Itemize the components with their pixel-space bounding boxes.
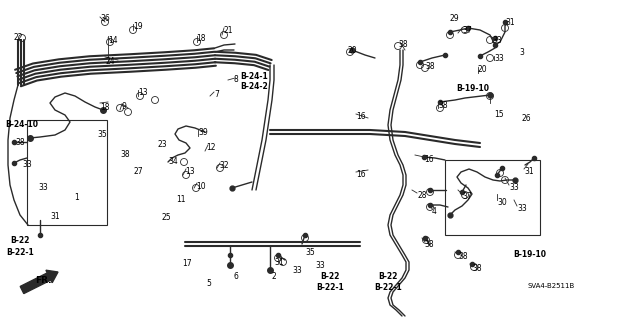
Text: 18: 18 — [196, 34, 205, 43]
Text: 3: 3 — [519, 48, 524, 57]
Text: 10: 10 — [196, 182, 205, 191]
Text: 27: 27 — [133, 167, 143, 176]
Text: 26: 26 — [521, 114, 531, 123]
Text: SVA4-B2511B: SVA4-B2511B — [527, 283, 574, 289]
Text: 7: 7 — [214, 90, 219, 99]
Text: 16: 16 — [356, 170, 365, 179]
Text: 4: 4 — [432, 207, 437, 216]
Bar — [445, 160, 540, 235]
Text: 15: 15 — [494, 110, 504, 119]
Text: B-19-10: B-19-10 — [456, 84, 489, 93]
Text: 22: 22 — [14, 33, 24, 42]
Text: 14: 14 — [108, 36, 118, 45]
Text: 28: 28 — [417, 191, 426, 200]
Bar — [27, 120, 107, 225]
Text: B-19-10: B-19-10 — [513, 250, 546, 259]
Text: 35: 35 — [305, 248, 315, 257]
Text: 29: 29 — [449, 14, 459, 23]
Text: 33: 33 — [494, 54, 504, 63]
Text: 35: 35 — [97, 130, 107, 139]
Text: 16: 16 — [356, 112, 365, 121]
Text: 8: 8 — [233, 75, 237, 84]
Text: B-22-1: B-22-1 — [316, 283, 344, 292]
Text: 33: 33 — [315, 261, 324, 270]
Text: 20: 20 — [348, 46, 358, 55]
Text: 36: 36 — [100, 14, 109, 23]
Text: B-22: B-22 — [10, 236, 29, 245]
Text: 2: 2 — [271, 272, 276, 281]
Text: 9: 9 — [122, 102, 127, 111]
Text: 11: 11 — [176, 195, 186, 204]
Text: 12: 12 — [206, 143, 216, 152]
Text: 31: 31 — [50, 212, 60, 221]
Text: 38: 38 — [472, 264, 482, 273]
Text: 33: 33 — [292, 266, 301, 275]
Text: 33: 33 — [38, 183, 48, 192]
Text: 37: 37 — [462, 26, 472, 35]
Text: 33: 33 — [492, 36, 502, 45]
Text: 19: 19 — [133, 22, 143, 31]
FancyArrow shape — [20, 270, 58, 293]
Text: 38: 38 — [438, 101, 447, 110]
Text: 33: 33 — [517, 204, 527, 213]
Text: 38: 38 — [425, 62, 435, 71]
Text: 32: 32 — [219, 161, 228, 170]
Text: 33: 33 — [509, 183, 519, 192]
Text: 6: 6 — [234, 272, 239, 281]
Text: 20: 20 — [477, 65, 486, 74]
Text: 21: 21 — [224, 26, 234, 35]
Text: B-22-1: B-22-1 — [374, 283, 402, 292]
Text: 5: 5 — [206, 279, 211, 288]
Text: 23: 23 — [157, 140, 166, 149]
Text: 13: 13 — [185, 167, 195, 176]
Text: 37: 37 — [462, 192, 472, 201]
Text: 33: 33 — [22, 160, 32, 169]
Text: 34: 34 — [168, 157, 178, 166]
Text: 1: 1 — [74, 193, 79, 202]
Text: B-24-1: B-24-1 — [240, 72, 268, 81]
Text: 30: 30 — [497, 198, 507, 207]
Text: 16: 16 — [424, 155, 434, 164]
Text: B-22: B-22 — [320, 272, 339, 281]
Text: 13: 13 — [138, 88, 148, 97]
Text: 38: 38 — [120, 150, 130, 159]
Text: 25: 25 — [162, 213, 172, 222]
Text: B-24-10: B-24-10 — [5, 120, 38, 129]
Text: 31: 31 — [274, 258, 284, 267]
Text: 31: 31 — [524, 167, 534, 176]
Text: 38: 38 — [15, 138, 24, 147]
Text: 38: 38 — [398, 40, 408, 49]
Text: 18: 18 — [100, 103, 109, 112]
Text: 24: 24 — [105, 57, 115, 66]
Text: B-22-1: B-22-1 — [6, 248, 34, 257]
Text: B-24-2: B-24-2 — [240, 82, 268, 91]
Text: FR.: FR. — [35, 276, 51, 285]
Text: 39: 39 — [198, 128, 208, 137]
Text: B-22: B-22 — [378, 272, 397, 281]
Text: 31: 31 — [505, 18, 515, 27]
Text: 38: 38 — [458, 252, 468, 261]
Text: 17: 17 — [182, 259, 191, 268]
Text: 38: 38 — [424, 240, 434, 249]
